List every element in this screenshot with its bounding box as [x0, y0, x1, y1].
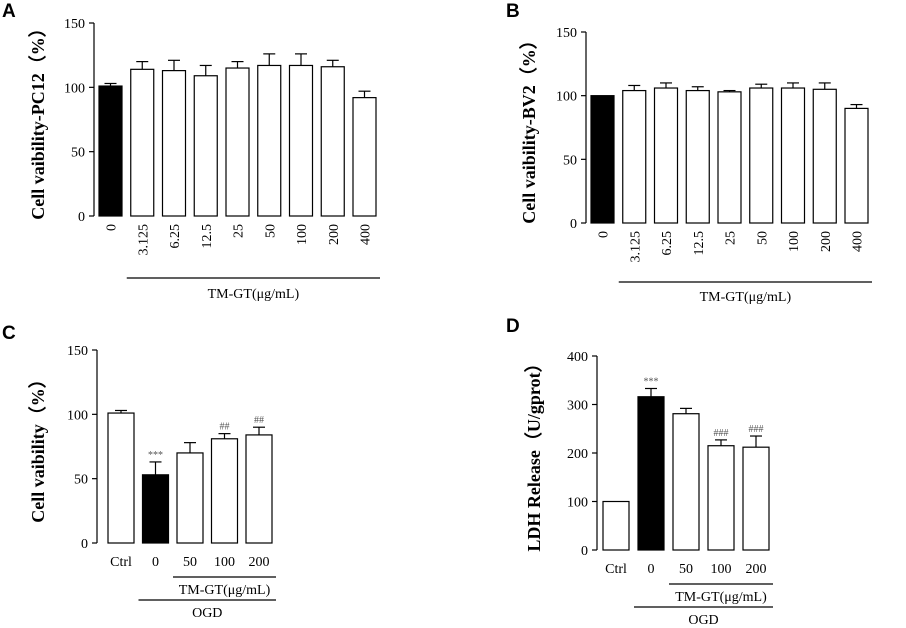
x-tick-label: Ctrl: [605, 562, 627, 577]
y-tick-label: 50: [74, 473, 88, 488]
y-tick-label: 50: [71, 146, 85, 161]
bar: [717, 91, 742, 224]
group-label: TM-GT(μg/mL): [208, 287, 300, 302]
bar: [288, 64, 314, 217]
significance-marker: ##: [220, 422, 230, 433]
group-label: TM-GT(μg/mL): [700, 290, 792, 305]
y-tick-label: 200: [567, 447, 588, 462]
bar: [107, 412, 135, 544]
y-tick-label: 0: [570, 217, 577, 232]
x-tick-label: 100: [214, 555, 235, 570]
y-tick-label: 150: [556, 26, 577, 41]
bar: [161, 70, 187, 217]
significance-marker: ###: [714, 428, 729, 439]
bar: [176, 452, 204, 544]
significance-marker: ###: [749, 424, 764, 435]
bar: [672, 413, 700, 551]
y-axis-title-a: Cell vaibility-PC12（%）: [28, 19, 48, 220]
bar: [622, 89, 647, 224]
bar: [130, 68, 155, 217]
x-tick-label: 25: [232, 224, 247, 238]
x-tick-label: 12.5: [692, 231, 707, 256]
bar: [141, 474, 170, 544]
x-tick-label: 6.25: [168, 224, 183, 249]
x-tick-label: 100: [295, 224, 310, 245]
bar: [637, 396, 665, 551]
x-tick-label: 50: [263, 224, 278, 238]
bar: [602, 500, 630, 551]
bar: [844, 107, 869, 224]
x-tick-label: 12.5: [200, 224, 215, 249]
x-tick-label: 200: [327, 224, 342, 245]
bar: [812, 88, 837, 224]
panel-letter-c: C: [2, 323, 16, 344]
bar: [590, 95, 615, 224]
y-tick-label: 100: [67, 408, 88, 423]
y-tick-label: 100: [556, 90, 577, 105]
bar: [245, 434, 273, 544]
bar: [352, 97, 377, 217]
y-tick-label: 0: [78, 210, 85, 225]
x-tick-label: 400: [851, 231, 866, 252]
x-tick-label: 0: [152, 555, 159, 570]
group-label: TM-GT(μg/mL): [179, 583, 271, 598]
x-tick-label: 0: [648, 562, 655, 577]
bar: [653, 87, 679, 224]
y-axis-title-b: Cell vaibility-BV2（%）: [519, 31, 539, 224]
y-tick-label: 0: [581, 544, 588, 559]
y-tick-label: 0: [81, 537, 88, 552]
y-tick-label: 50: [563, 153, 577, 168]
group-label: OGD: [192, 606, 222, 621]
y-axis-title-d: LDH Release（U/gprot）: [524, 354, 544, 551]
x-tick-label: 100: [787, 231, 802, 252]
x-tick-label: 0: [105, 224, 120, 231]
bar: [780, 87, 806, 224]
bar: [257, 64, 282, 217]
x-tick-label: 100: [711, 562, 732, 577]
bar: [98, 85, 123, 217]
bar: [707, 445, 735, 551]
y-tick-label: 300: [567, 399, 588, 414]
y-tick-label: 100: [64, 81, 85, 96]
bar: [320, 66, 345, 217]
bar: [210, 438, 239, 544]
bar: [749, 87, 774, 224]
panel-letter-b: B: [506, 1, 520, 22]
significance-marker: ***: [148, 450, 163, 461]
bar: [193, 75, 218, 217]
x-tick-label: 200: [249, 555, 270, 570]
bar: [225, 67, 250, 217]
bar: [685, 89, 710, 224]
x-tick-label: 200: [819, 231, 834, 252]
x-tick-label: 400: [359, 224, 374, 245]
panel-letter-d: D: [506, 316, 520, 337]
x-tick-label: 3.125: [136, 224, 151, 256]
x-tick-label: 25: [724, 231, 739, 245]
y-tick-label: 400: [567, 350, 588, 365]
y-tick-label: 150: [64, 17, 85, 32]
y-tick-label: 150: [67, 344, 88, 359]
x-tick-label: Ctrl: [110, 555, 132, 570]
x-tick-label: 200: [746, 562, 767, 577]
x-tick-label: 6.25: [660, 231, 675, 256]
y-axis-title-c: Cell vaibility（%）: [28, 370, 48, 523]
x-tick-label: 50: [183, 555, 197, 570]
x-tick-label: 0: [597, 231, 612, 238]
x-tick-label: 3.125: [628, 231, 643, 263]
y-tick-label: 100: [567, 496, 588, 511]
panel-letter-a: A: [2, 1, 16, 22]
x-tick-label: 50: [755, 231, 770, 245]
significance-marker: ***: [644, 376, 659, 387]
group-label: TM-GT(μg/mL): [675, 590, 767, 605]
x-tick-label: 50: [679, 562, 693, 577]
significance-marker: ##: [254, 415, 264, 426]
group-label: OGD: [688, 613, 718, 628]
bar: [742, 446, 770, 551]
